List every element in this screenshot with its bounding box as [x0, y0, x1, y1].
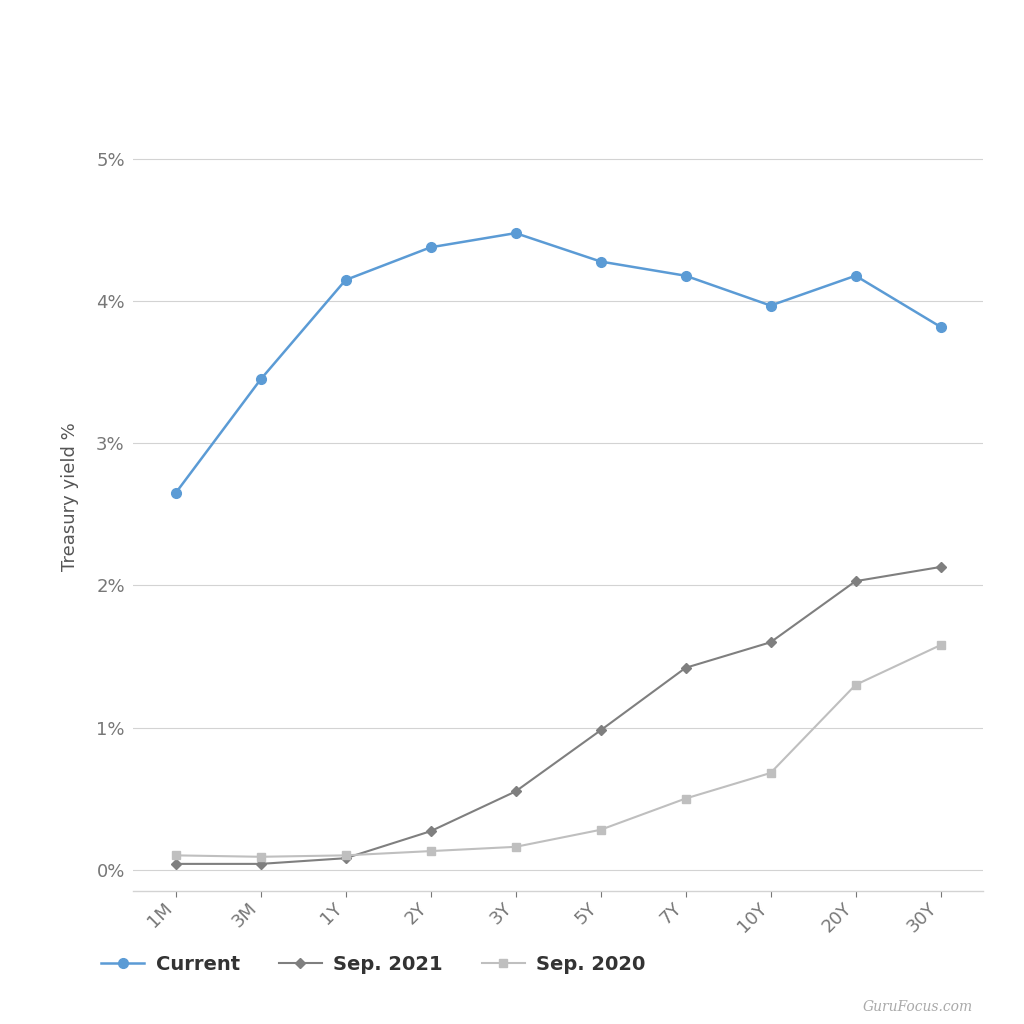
- Sep. 2020: [594, 823, 606, 836]
- Sep. 2021: [170, 858, 182, 870]
- Line: Sep. 2020: Sep. 2020: [172, 641, 944, 860]
- Current: [764, 299, 777, 311]
- Sep. 2021: [850, 575, 862, 588]
- Current: [510, 227, 522, 240]
- Sep. 2020: [764, 767, 777, 779]
- Current: [340, 273, 352, 286]
- Current: [934, 321, 946, 333]
- Sep. 2021: [764, 636, 777, 648]
- Sep. 2020: [254, 851, 266, 863]
- Sep. 2021: [680, 662, 692, 674]
- Current: [680, 269, 692, 282]
- Current: [424, 242, 436, 254]
- Sep. 2020: [680, 793, 692, 805]
- Current: [254, 374, 266, 386]
- Sep. 2020: [934, 639, 946, 651]
- Sep. 2021: [934, 561, 946, 573]
- Y-axis label: Treasury yield %: Treasury yield %: [61, 422, 80, 571]
- Sep. 2020: [510, 841, 522, 853]
- Legend: Current, Sep. 2021, Sep. 2020: Current, Sep. 2021, Sep. 2020: [91, 945, 655, 984]
- Sep. 2020: [340, 849, 352, 861]
- Text: GuruFocus.com: GuruFocus.com: [862, 999, 973, 1014]
- Sep. 2021: [424, 825, 436, 838]
- Current: [850, 269, 862, 282]
- Sep. 2020: [424, 845, 436, 857]
- Current: [170, 487, 182, 500]
- Sep. 2020: [850, 679, 862, 691]
- Line: Sep. 2021: Sep. 2021: [172, 563, 944, 867]
- Sep. 2021: [340, 852, 352, 864]
- Sep. 2021: [254, 858, 266, 870]
- Sep. 2020: [170, 849, 182, 861]
- Sep. 2021: [594, 724, 606, 736]
- Current: [594, 255, 606, 267]
- Sep. 2021: [510, 785, 522, 798]
- Line: Current: Current: [171, 228, 945, 498]
